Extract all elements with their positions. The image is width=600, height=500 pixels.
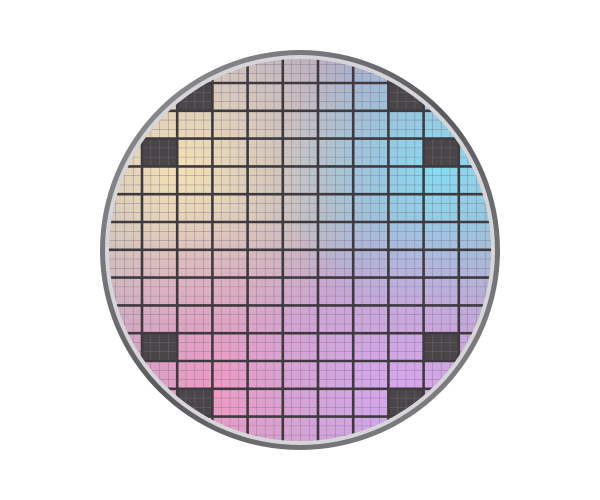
wafer-surface	[109, 59, 491, 441]
